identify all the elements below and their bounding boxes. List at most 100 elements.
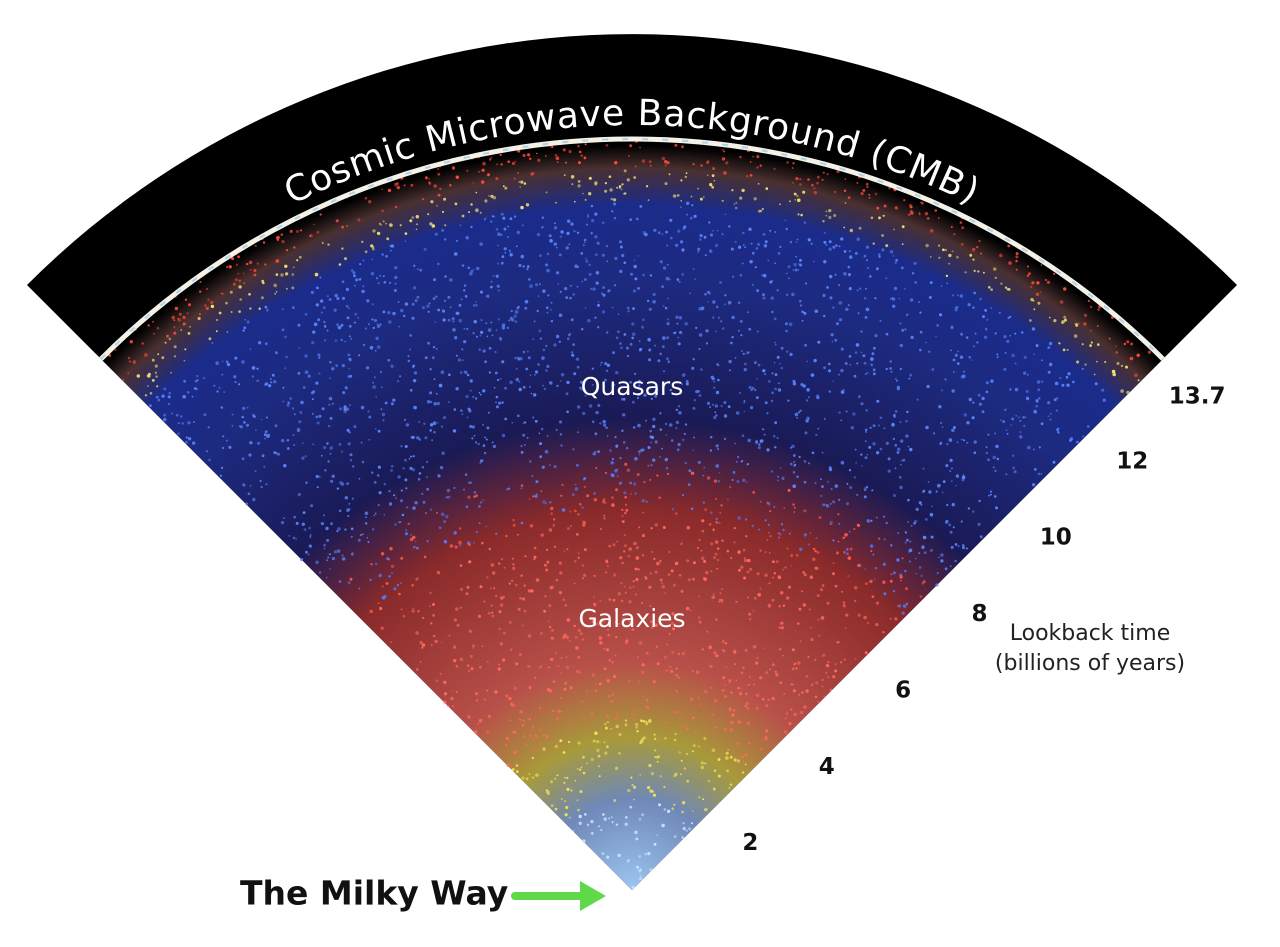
star — [868, 196, 871, 199]
star — [810, 626, 812, 629]
star — [293, 246, 296, 249]
star — [865, 582, 868, 585]
star — [904, 328, 907, 331]
star — [564, 604, 568, 607]
star — [887, 457, 891, 461]
star — [583, 485, 586, 489]
star — [818, 634, 821, 637]
star — [468, 543, 471, 546]
star — [370, 563, 373, 566]
star — [286, 403, 290, 407]
star — [676, 194, 680, 197]
star — [629, 342, 633, 346]
star — [838, 318, 843, 322]
star — [1011, 353, 1015, 358]
star — [796, 475, 799, 478]
star — [914, 281, 918, 284]
star — [717, 378, 720, 382]
star — [900, 439, 904, 443]
star — [231, 413, 234, 416]
star — [1073, 334, 1078, 338]
star — [641, 663, 645, 667]
star — [918, 301, 921, 303]
star — [822, 503, 826, 507]
star — [494, 350, 497, 354]
star — [654, 749, 657, 752]
star — [788, 277, 790, 280]
star — [475, 304, 478, 307]
star — [540, 490, 543, 493]
star — [458, 540, 462, 545]
star — [656, 474, 659, 477]
star — [532, 338, 535, 341]
star — [721, 233, 724, 236]
star — [221, 360, 224, 363]
star — [792, 667, 795, 671]
star — [832, 675, 836, 679]
star — [899, 322, 902, 325]
star — [843, 550, 846, 554]
star — [990, 288, 993, 291]
star — [797, 268, 800, 271]
star — [434, 232, 438, 236]
star — [497, 232, 501, 236]
star — [699, 234, 703, 238]
star — [463, 488, 465, 491]
star — [674, 711, 677, 714]
star — [698, 796, 701, 799]
star — [505, 743, 508, 746]
star — [821, 178, 824, 181]
star — [954, 353, 958, 357]
star — [522, 385, 526, 389]
star — [501, 433, 506, 438]
star — [519, 718, 521, 721]
star — [488, 371, 491, 374]
star — [416, 268, 419, 271]
star — [647, 337, 651, 342]
star — [187, 391, 190, 394]
star — [567, 635, 569, 638]
star — [638, 379, 641, 383]
star — [636, 217, 639, 221]
origin-label: The Milky Way — [240, 874, 508, 913]
star — [815, 566, 819, 571]
star — [721, 539, 724, 542]
star — [573, 509, 577, 513]
star — [266, 434, 270, 439]
star — [759, 676, 763, 680]
star — [1023, 424, 1026, 428]
star — [592, 452, 596, 456]
star — [466, 416, 469, 419]
star — [799, 409, 802, 412]
star — [868, 445, 872, 449]
star — [700, 761, 704, 765]
star — [262, 241, 266, 244]
star — [574, 487, 579, 491]
star — [834, 663, 837, 666]
star — [473, 434, 476, 437]
star — [642, 231, 647, 235]
star — [833, 214, 837, 217]
star — [410, 455, 413, 458]
star — [603, 647, 606, 650]
star — [509, 380, 513, 385]
star — [730, 556, 733, 560]
star — [520, 205, 524, 210]
star — [484, 199, 487, 202]
star — [537, 363, 540, 366]
star — [690, 697, 694, 701]
star — [614, 436, 617, 439]
star — [888, 186, 891, 190]
star — [918, 213, 921, 216]
star — [685, 379, 689, 383]
star — [1126, 340, 1130, 344]
star — [996, 457, 1000, 461]
star — [1009, 334, 1012, 337]
star — [692, 744, 696, 747]
star — [728, 786, 731, 790]
star — [970, 359, 973, 361]
star — [758, 528, 761, 531]
star — [273, 451, 276, 454]
star — [987, 458, 990, 462]
star — [616, 540, 619, 543]
